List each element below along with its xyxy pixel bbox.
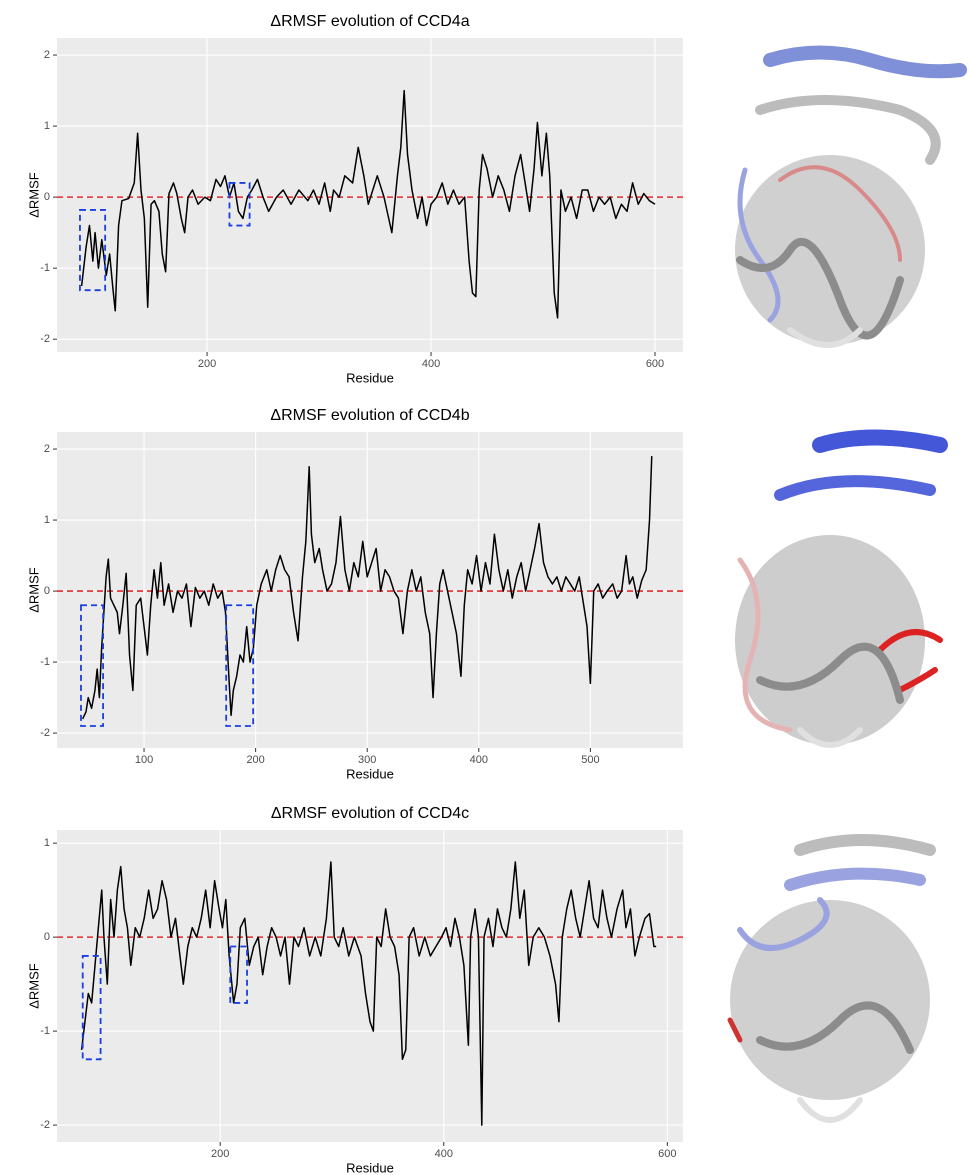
y-axis-title: ΔRMSF: [26, 172, 41, 218]
y-tick-label: 2: [44, 49, 50, 61]
y-tick-label: -1: [40, 656, 50, 668]
y-tick-label: -2: [40, 727, 50, 739]
y-tick-label: -1: [40, 262, 50, 274]
chart-title: ΔRMSF evolution of CCD4a: [270, 13, 469, 30]
y-tick-label: 1: [44, 514, 50, 526]
x-axis-title: Residue: [346, 766, 394, 781]
x-tick-label: 600: [646, 358, 664, 370]
x-tick-label: 200: [211, 1148, 229, 1160]
x-tick-label: 300: [358, 754, 376, 766]
x-tick-label: 400: [470, 754, 488, 766]
y-tick-label: -2: [40, 1119, 50, 1131]
protein-structure-a: [735, 53, 960, 346]
plot-background: [57, 432, 683, 748]
y-tick-label: 0: [44, 191, 50, 203]
plot-background: [57, 830, 683, 1142]
protein-structure-b: [735, 438, 940, 746]
x-axis-title: Residue: [346, 1160, 394, 1175]
x-axis-title: Residue: [346, 370, 394, 385]
y-tick-label: -2: [40, 333, 50, 345]
figure: -2-1012200400600ΔRMSF evolution of CCD4a…: [0, 0, 970, 1175]
y-tick-label: 2: [44, 443, 50, 455]
y-axis-title: ΔRMSF: [26, 567, 41, 613]
x-tick-label: 500: [581, 754, 599, 766]
x-tick-label: 100: [135, 754, 153, 766]
chart-title: ΔRMSF evolution of CCD4c: [271, 805, 469, 822]
x-tick-label: 200: [198, 358, 216, 370]
y-axis-title: ΔRMSF: [26, 963, 41, 1009]
y-tick-label: -1: [40, 1025, 50, 1037]
x-tick-label: 200: [246, 754, 264, 766]
protein-structure-c: [730, 840, 930, 1120]
y-tick-label: 0: [44, 585, 50, 597]
y-tick-label: 1: [44, 837, 50, 849]
x-tick-label: 600: [658, 1148, 676, 1160]
x-tick-label: 400: [435, 1148, 453, 1160]
y-tick-label: 1: [44, 120, 50, 132]
y-tick-label: 0: [44, 931, 50, 943]
chart-title: ΔRMSF evolution of CCD4b: [270, 407, 469, 424]
x-tick-label: 400: [422, 358, 440, 370]
